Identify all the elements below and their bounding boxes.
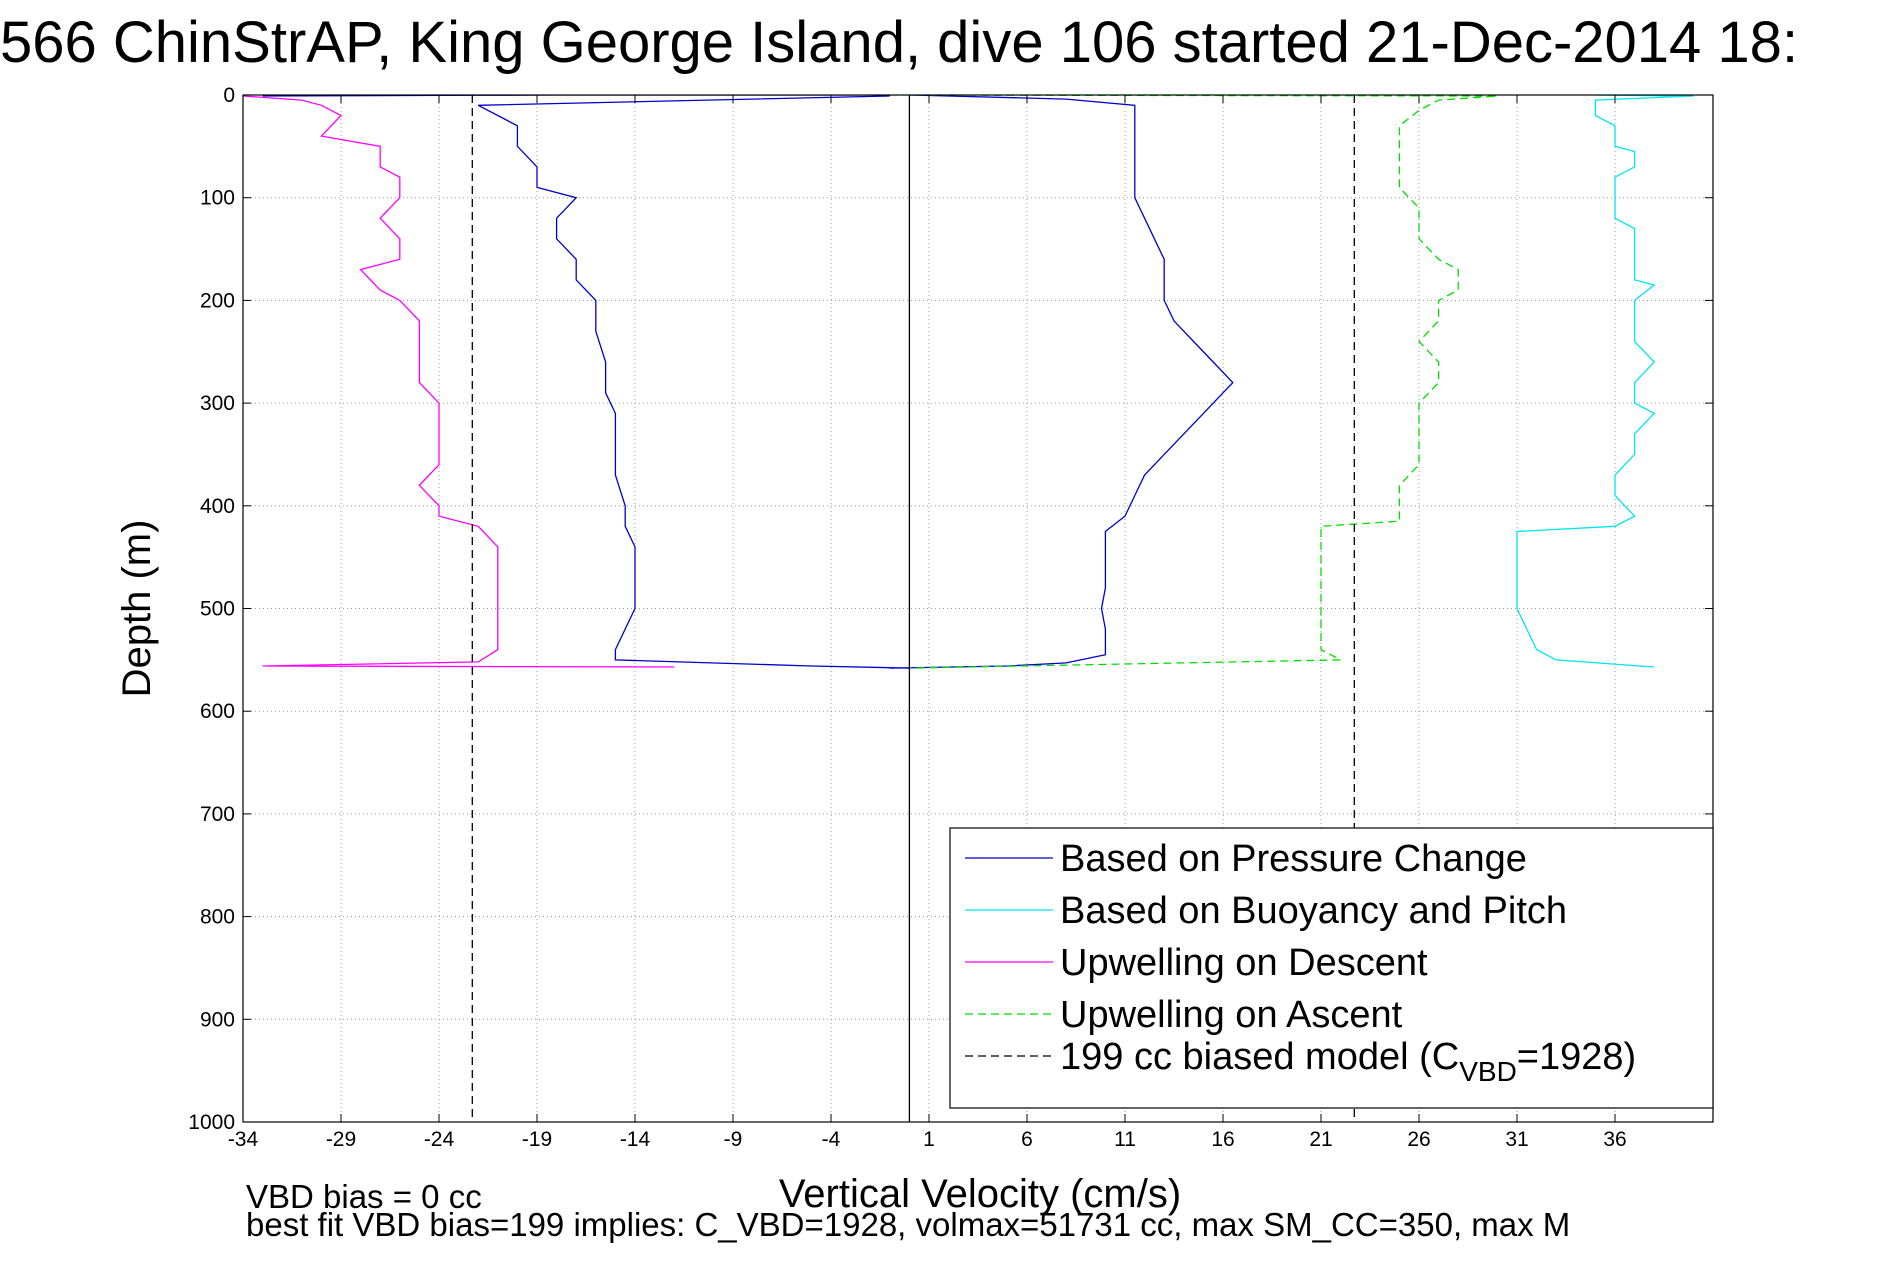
x-tick-label: -29	[326, 1128, 356, 1151]
x-tick-label: 11	[1114, 1128, 1136, 1151]
best-fit-note: best fit VBD bias=199 implies: C_VBD=192…	[246, 1206, 1570, 1243]
legend-label: 199 cc biased model (CVBD=1928)	[1060, 1036, 1636, 1087]
x-tick-label: -14	[620, 1128, 651, 1151]
y-axis-label: Depth (m)	[115, 520, 159, 698]
y-tick-label: 1000	[188, 1111, 235, 1134]
chart-title: 566 ChinStrAP, King George Island, dive …	[0, 10, 1798, 75]
series-line	[889, 95, 1498, 669]
x-tick-label: -24	[424, 1128, 455, 1151]
y-tick-label: 500	[200, 598, 235, 621]
x-tick-label: -9	[724, 1128, 743, 1151]
x-tick-label: 6	[1021, 1128, 1033, 1151]
legend-box	[949, 827, 1714, 1109]
y-tick-label: 100	[200, 187, 235, 210]
plot-series	[243, 95, 1694, 1122]
legend: Based on Pressure Change Based on Buoyanc…	[949, 827, 1714, 1109]
x-tick-label: -34	[228, 1128, 259, 1151]
legend-label: Based on Pressure Change	[1060, 838, 1527, 880]
x-tick-label: 21	[1309, 1128, 1332, 1151]
series-line	[889, 95, 1234, 669]
y-tick-label: 400	[200, 495, 235, 518]
y-tick-label: 900	[200, 1008, 235, 1031]
y-tick-label: 600	[200, 700, 235, 723]
y-tick-label: 700	[200, 803, 235, 826]
series-line	[262, 95, 910, 669]
legend-label: Upwelling on Ascent	[1060, 994, 1403, 1036]
y-tick-label: 0	[223, 84, 235, 107]
series-line	[243, 95, 675, 668]
grid	[242, 94, 1713, 1123]
legend-label: Based on Buoyancy and Pitch	[1060, 890, 1567, 932]
y-tick-label: 300	[200, 392, 235, 415]
x-tick-label: 31	[1505, 1128, 1528, 1151]
y-tick-label: 200	[200, 289, 235, 312]
axis-ticks: -34 -29 -24 -19 -14 -9 -4 1 6 11 16 21 26 31 360100200…	[188, 84, 1713, 1151]
x-tick-label: 1	[923, 1128, 935, 1151]
x-tick-label: -4	[822, 1128, 841, 1151]
x-tick-label: 26	[1407, 1128, 1430, 1151]
legend-label: Upwelling on Descent	[1060, 942, 1428, 984]
vbd-bias-note: VBD bias = 0 cc	[246, 1178, 482, 1215]
y-tick-label: 800	[200, 906, 235, 929]
x-axis-label: Vertical Velocity (cm/s)	[779, 1172, 1181, 1216]
x-tick-label: 36	[1603, 1128, 1626, 1151]
x-tick-label: -19	[522, 1128, 552, 1151]
x-tick-label: 16	[1211, 1128, 1234, 1151]
series-line	[1516, 95, 1694, 668]
